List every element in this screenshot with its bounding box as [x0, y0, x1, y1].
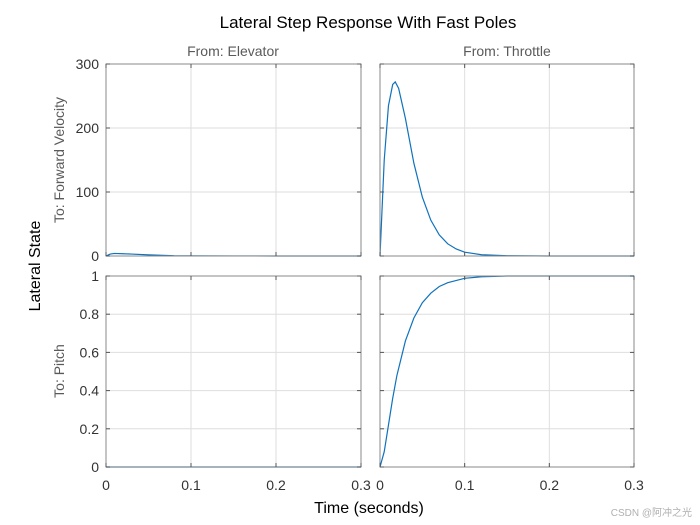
- y-tick-label-velocity-2: 200: [76, 120, 100, 136]
- x-tick-label-throttle-1: 0.1: [455, 477, 475, 493]
- column-label-elevator: From: Elevator: [187, 43, 279, 59]
- y-tick-label-velocity-3: 300: [76, 56, 100, 72]
- row-label-pitch: To: Pitch: [51, 344, 67, 398]
- y-tick-label-pitch-4: 0.8: [80, 306, 100, 322]
- y-tick-label-pitch-5: 1: [91, 268, 99, 284]
- panel-frame-velocity-throttle: [379, 63, 635, 257]
- y-tick-label-pitch-1: 0.2: [80, 421, 100, 437]
- chart-title: Lateral Step Response With Fast Poles: [220, 13, 517, 32]
- x-axis-label: Time (seconds): [314, 500, 424, 517]
- y-tick-label-pitch-2: 0.4: [80, 383, 100, 399]
- y-tick-label-velocity-0: 0: [91, 248, 99, 264]
- panel-frame-pitch-throttle: [379, 275, 635, 468]
- x-tick-label-throttle-0: 0: [376, 477, 384, 493]
- panel-bg-pitch-throttle: [380, 276, 634, 467]
- panel-bg-pitch-elevator: [106, 276, 361, 467]
- row-label-forward-velocity: To: Forward Velocity: [51, 97, 67, 223]
- y-tick-label-pitch-3: 0.6: [80, 344, 100, 360]
- panel-frame-pitch-elevator: [105, 275, 362, 468]
- panel-frame-velocity-elevator: [105, 63, 362, 257]
- x-tick-label-elevator-3: 0.3: [351, 477, 371, 493]
- column-label-throttle: From: Throttle: [463, 43, 551, 59]
- x-tick-label-throttle-3: 0.3: [624, 477, 644, 493]
- watermark: CSDN @阿冲之光: [611, 506, 692, 519]
- x-tick-label-throttle-2: 0.2: [540, 477, 560, 493]
- y-tick-label-pitch-0: 0: [91, 459, 99, 475]
- x-tick-label-elevator-2: 0.2: [266, 477, 286, 493]
- x-tick-label-elevator-1: 0.1: [181, 477, 201, 493]
- y-axis-label: Lateral State: [27, 221, 44, 312]
- panel-bg-velocity-throttle: [380, 64, 634, 256]
- x-tick-label-elevator-0: 0: [102, 477, 110, 493]
- y-tick-label-velocity-1: 100: [76, 184, 100, 200]
- panel-bg-velocity-elevator: [106, 64, 361, 256]
